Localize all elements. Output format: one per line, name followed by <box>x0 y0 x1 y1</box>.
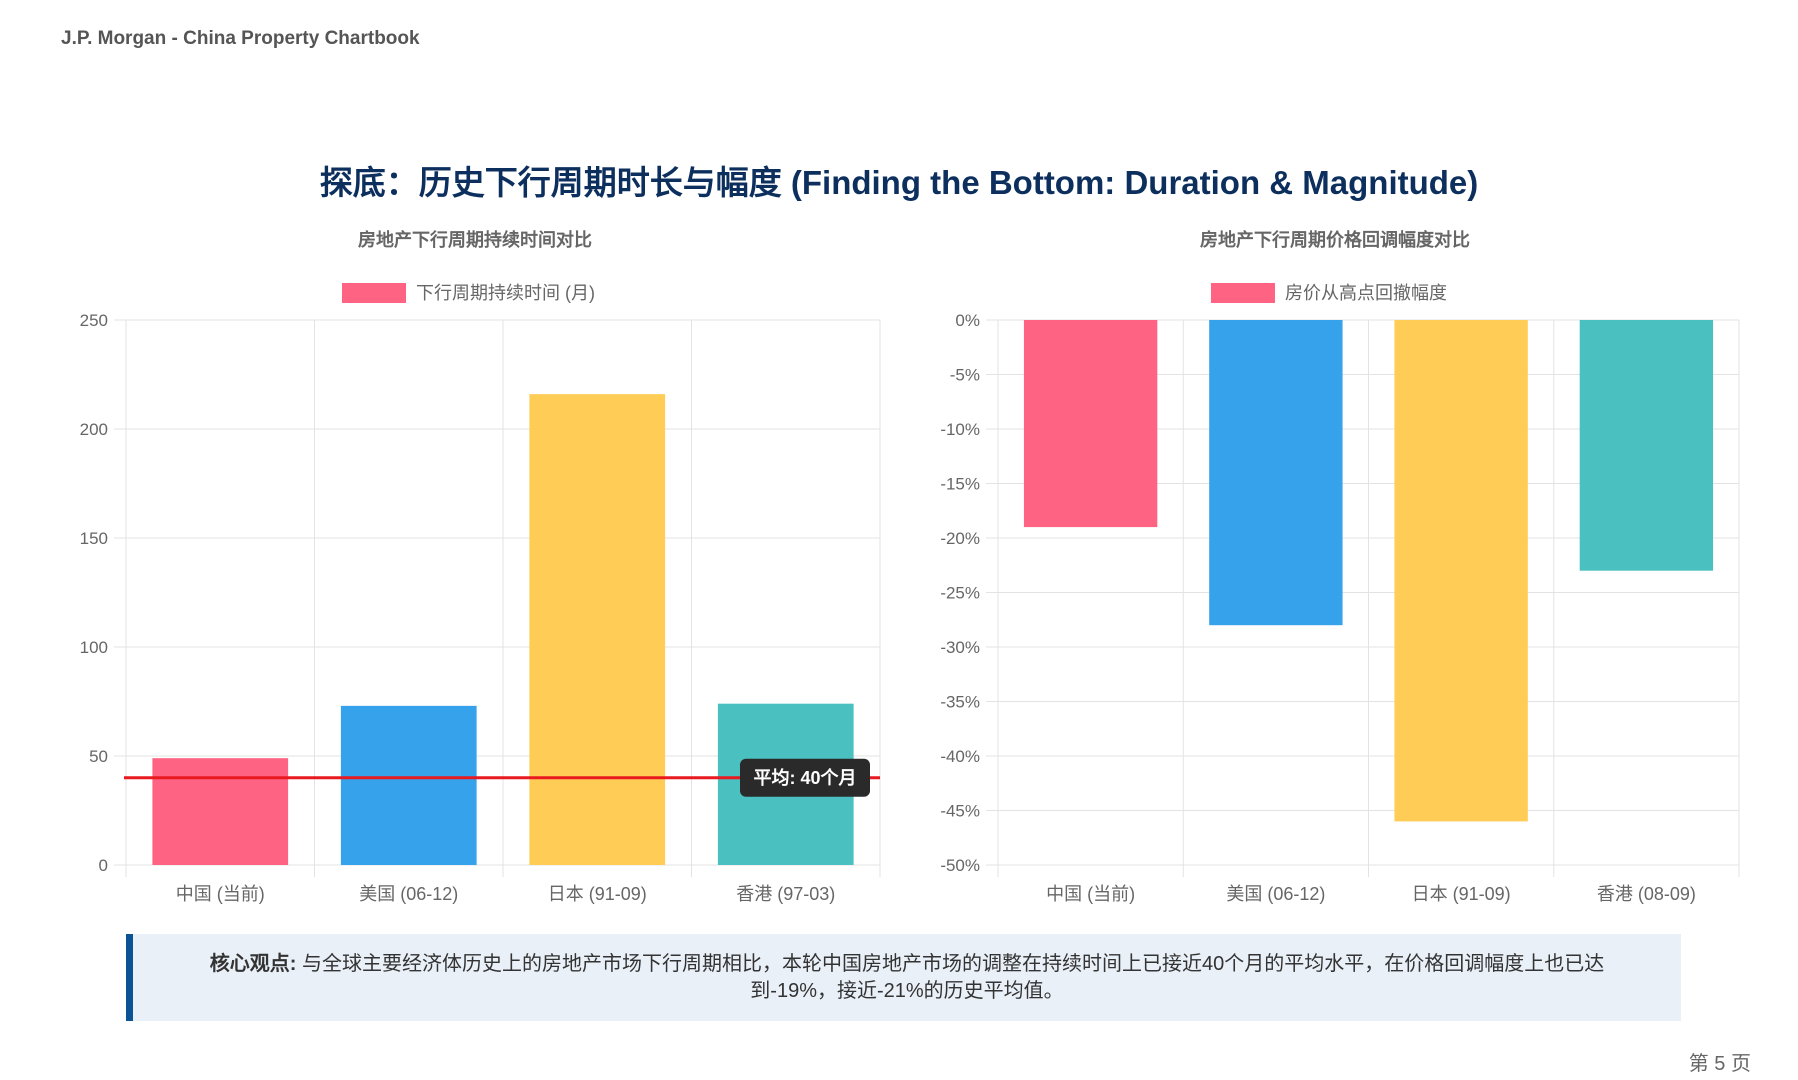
page-number: 第 5 页 <box>1688 1053 1751 1075</box>
page-title: 探底：历史下行周期时长与幅度 (Finding the Bottom: Dura… <box>319 164 1479 201</box>
duration-y-tick-label: 200 <box>80 420 108 439</box>
drawdown-legend-label: 房价从高点回撤幅度 <box>1285 283 1447 303</box>
drawdown-bar <box>1209 320 1343 626</box>
drawdown-bar <box>1579 320 1714 571</box>
drawdown-y-tick-label: -15% <box>940 475 980 494</box>
duration-y-tick-label: 0 <box>99 856 108 875</box>
duration-x-tick-label: 日本 (91-09) <box>548 884 647 904</box>
key-insight-text: 与全球主要经济体历史上的房地产市场下行周期相比，本轮中国房地产市场的调整在持续时… <box>296 952 1605 1002</box>
drawdown-y-tick-label: -40% <box>940 747 980 766</box>
drawdown-y-tick-label: -5% <box>950 366 980 385</box>
drawdown-legend-swatch <box>1211 283 1275 303</box>
duration-y-tick-label: 100 <box>80 638 108 657</box>
duration-legend-swatch <box>342 283 406 303</box>
report-header: J.P. Morgan - China Property Chartbook <box>61 28 420 49</box>
duration-average-label-bg <box>740 758 870 797</box>
drawdown-y-tick-label: -20% <box>940 529 980 548</box>
duration-x-tick-label: 美国 (06-12) <box>359 884 458 904</box>
drawdown-y-tick-label: -50% <box>940 856 980 875</box>
drawdown-bar <box>1394 320 1528 822</box>
drawdown-y-tick-label: -10% <box>940 420 980 439</box>
drawdown-x-tick-label: 中国 (当前) <box>1046 884 1135 904</box>
duration-y-tick-label: 150 <box>80 529 108 548</box>
duration-bar <box>152 758 289 865</box>
drawdown-x-tick-label: 日本 (91-09) <box>1412 884 1511 904</box>
drawdown-x-tick-label: 美国 (06-12) <box>1226 884 1325 904</box>
duration-legend-label: 下行周期持续时间 (月) <box>416 283 595 303</box>
drawdown-y-tick-label: 0% <box>955 311 980 330</box>
drawdown-y-tick-label: -35% <box>940 693 980 712</box>
duration-average-label: 平均: 40个月 <box>753 767 856 788</box>
key-insight-label: 核心观点: <box>209 952 297 975</box>
key-insight-box: 核心观点: 与全球主要经济体历史上的房地产市场下行周期相比，本轮中国房地产市场的… <box>126 934 1681 1021</box>
duration-chart-title: 房地产下行周期持续时间对比 <box>358 229 592 250</box>
duration-y-tick-label: 250 <box>80 311 108 330</box>
drawdown-bar <box>1023 320 1158 528</box>
drawdown-y-tick-label: -25% <box>940 584 980 603</box>
duration-bar <box>529 394 666 865</box>
drawdown-y-tick-label: -30% <box>940 638 980 657</box>
drawdown-x-tick-label: 香港 (08-09) <box>1597 884 1696 904</box>
drawdown-chart-title: 房地产下行周期价格回调幅度对比 <box>1200 229 1470 250</box>
duration-x-tick-label: 香港 (97-03) <box>736 884 835 904</box>
duration-x-tick-label: 中国 (当前) <box>176 884 265 904</box>
drawdown-y-tick-label: -45% <box>940 802 980 821</box>
duration-bar <box>340 705 477 865</box>
duration-y-tick-label: 50 <box>89 747 108 766</box>
